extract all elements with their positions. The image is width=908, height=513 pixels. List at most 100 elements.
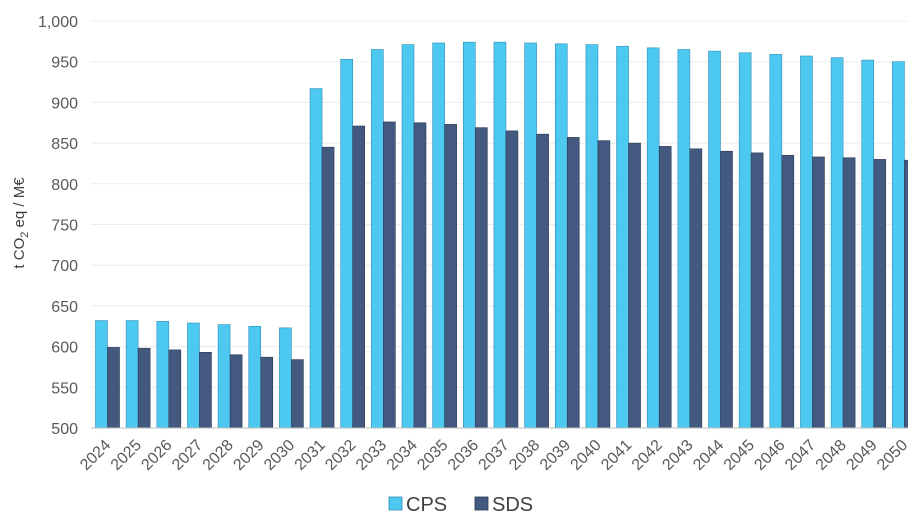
bar-sds-2031 (321, 146, 335, 429)
y-tick-label: 550 (51, 380, 78, 397)
bar-cps-2047 (800, 55, 813, 429)
y-tick-label: 1,000 (38, 14, 78, 31)
legend-label-sds: SDS (492, 494, 533, 513)
bar-sds-2025 (137, 347, 151, 429)
x-tick-label: 2032 (322, 437, 359, 474)
bar-sds-2047 (812, 156, 825, 429)
x-tick-label: 2046 (751, 437, 788, 474)
x-tick-label: 2033 (353, 437, 390, 474)
bar-cps-2028 (217, 324, 231, 429)
bar-sds-2040 (597, 140, 611, 429)
x-tick-label: 2050 (874, 437, 908, 474)
x-tick-label: 2045 (721, 437, 758, 474)
legend-swatch-cps (388, 496, 403, 511)
bar-sds-2029 (260, 356, 274, 429)
bar-sds-2043 (689, 148, 703, 429)
bar-cps-2043 (677, 49, 691, 429)
x-tick-label: 2024 (77, 437, 114, 474)
bar-cps-2030 (279, 327, 292, 429)
legend: CPS SDS (388, 494, 533, 513)
bar-sds-2032 (352, 125, 366, 429)
bar-cps-2050 (892, 61, 905, 429)
bar-cps-2025 (125, 320, 139, 429)
bar-sds-2039 (566, 137, 580, 429)
bar-cps-2042 (646, 47, 660, 429)
legend-label-cps: CPS (406, 494, 447, 513)
y-tick-label: 650 (51, 299, 78, 316)
y-tick-label: 850 (51, 136, 78, 153)
y-tick-label: 900 (51, 95, 78, 112)
y-axis-label: t CO2 eq / M€ (11, 177, 31, 269)
x-tick-label: 2048 (813, 437, 850, 474)
bar-sds-2035 (444, 124, 457, 429)
bar-cps-2026 (156, 321, 170, 429)
x-tick-label: 2043 (659, 437, 696, 474)
y-tick-label: 750 (51, 218, 78, 235)
y-tick-label: 600 (51, 340, 78, 357)
x-tick-label: 2039 (537, 437, 574, 474)
bar-sds-2038 (536, 133, 549, 429)
bar-cps-2038 (524, 42, 537, 429)
x-tick-label: 2027 (169, 437, 206, 474)
bars (95, 41, 908, 429)
bar-cps-2046 (769, 54, 783, 429)
y-tick-label: 700 (51, 258, 78, 275)
x-tick-label: 2028 (200, 437, 237, 474)
bar-sds-2049 (873, 159, 887, 429)
x-tick-label: 2036 (445, 437, 482, 474)
bar-sds-2044 (720, 150, 733, 429)
bar-cps-2033 (371, 49, 384, 429)
y-axis-ticks: 500 550 600 650 700 750 800 850 900 950 1,000 (38, 14, 78, 438)
bar-sds-2050 (904, 159, 908, 429)
x-tick-label: 2041 (598, 437, 635, 474)
bar-sds-2028 (229, 354, 243, 429)
bar-sds-2027 (199, 351, 212, 429)
bar-cps-2041 (616, 45, 629, 429)
bar-sds-2026 (168, 349, 182, 429)
x-tick-label: 2044 (690, 437, 727, 474)
y-tick-label: 800 (51, 177, 78, 194)
y-tick-label: 500 (51, 421, 78, 438)
bar-cps-2045 (738, 52, 752, 429)
x-tick-label: 2034 (384, 437, 421, 474)
bar-sds-2037 (505, 130, 519, 429)
bar-cps-2032 (340, 58, 354, 429)
bar-sds-2033 (383, 121, 396, 429)
bar-cps-2040 (585, 44, 599, 429)
bar-cps-2035 (432, 42, 445, 429)
bar-cps-2037 (493, 41, 507, 429)
x-tick-label: 2042 (629, 437, 666, 474)
bar-cps-2031 (309, 88, 323, 429)
bar-sds-2024 (107, 347, 120, 429)
bar-sds-2030 (291, 359, 304, 429)
x-tick-label: 2038 (506, 437, 543, 474)
x-tick-label: 2031 (292, 437, 329, 474)
bar-sds-2048 (842, 157, 856, 429)
bar-sds-2034 (413, 122, 427, 429)
bar-cps-2049 (861, 59, 875, 429)
bar-sds-2041 (628, 142, 641, 429)
x-axis-ticks: 2024202520262027202820292030203120322033… (77, 437, 908, 474)
x-tick-label: 2029 (230, 437, 267, 474)
bar-sds-2046 (781, 155, 795, 429)
bar-cps-2034 (401, 44, 415, 429)
bar-sds-2045 (750, 152, 764, 429)
bar-cps-2029 (248, 325, 262, 429)
bar-cps-2039 (554, 43, 568, 429)
y-tick-label: 950 (51, 55, 78, 72)
x-tick-label: 2047 (782, 437, 819, 474)
bar-cps-2036 (462, 41, 476, 429)
bar-cps-2027 (187, 322, 200, 429)
x-tick-label: 2026 (138, 437, 175, 474)
x-tick-label: 2025 (108, 437, 145, 474)
x-tick-label: 2040 (568, 437, 605, 474)
bar-cps-2044 (708, 50, 721, 429)
legend-swatch-sds (474, 496, 489, 511)
bar-sds-2042 (658, 146, 672, 429)
x-tick-label: 2037 (476, 437, 513, 474)
bar-sds-2036 (474, 127, 488, 429)
bar-cps-2048 (830, 57, 844, 429)
x-tick-label: 2030 (261, 437, 298, 474)
x-tick-label: 2049 (843, 437, 880, 474)
